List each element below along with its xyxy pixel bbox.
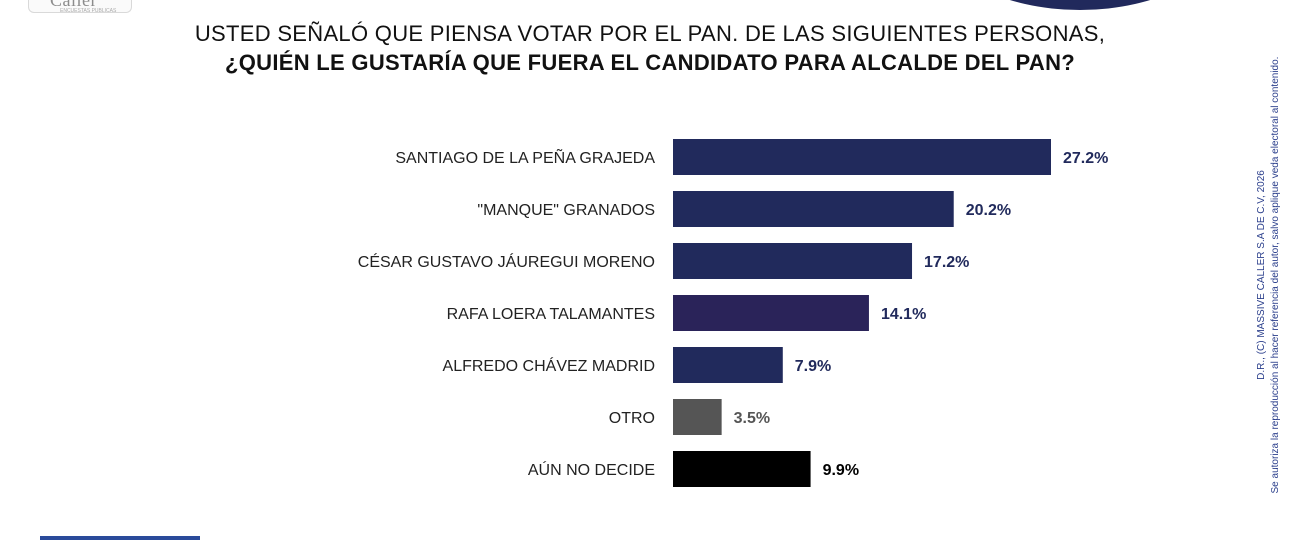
bottom-accent-bar [40, 536, 200, 540]
category-label: SANTIAGO DE LA PEÑA GRAJEDA [395, 147, 655, 167]
value-label: 7.9% [795, 358, 831, 375]
category-label: CÉSAR GUSTAVO JÁUREGUI MORENO [358, 252, 655, 271]
bar-6 [673, 451, 811, 487]
value-label: 9.9% [823, 462, 859, 479]
logo-box [28, 0, 132, 13]
copyright-notice: D.R., (C) MASSIVE CALLER S.A DE C.V, 202… [1255, 30, 1291, 520]
copyright-line2: Se autoriza la reproducción al hacer ref… [1270, 56, 1281, 494]
category-label: "MANQUE" GRANADOS [477, 202, 655, 219]
bar-2 [673, 243, 913, 279]
bar-4 [673, 347, 783, 383]
value-label: 17.2% [924, 254, 969, 271]
chart-question-line1: USTED SEÑALÓ QUE PIENSA VOTAR POR EL PAN… [194, 21, 1106, 46]
bar-3 [673, 295, 869, 331]
bar-1 [673, 191, 954, 227]
category-label: ALFREDO CHÁVEZ MADRID [443, 356, 655, 375]
chart-title: ¿QUIÉN LE GUSTARÍA QUE FUERA EL CANDIDAT… [224, 50, 1076, 75]
value-label: 14.1% [881, 306, 926, 323]
category-label: AÚN NO DECIDE [528, 460, 655, 479]
value-label: 3.5% [734, 410, 770, 427]
copyright-line1: D.R., (C) MASSIVE CALLER S.A DE C.V, 202… [1256, 170, 1267, 380]
logo-subtext: ENCUESTAS PUBLICAS [60, 8, 117, 14]
logo-text: Caller [50, 0, 97, 10]
decorative-arc [935, 0, 1225, 10]
value-label: 20.2% [966, 202, 1011, 219]
bar-0 [673, 139, 1051, 175]
category-label: RAFA LOERA TALAMANTES [447, 306, 655, 323]
bar-5 [673, 399, 722, 435]
value-label: 27.2% [1063, 150, 1108, 167]
category-label: OTRO [609, 410, 655, 427]
